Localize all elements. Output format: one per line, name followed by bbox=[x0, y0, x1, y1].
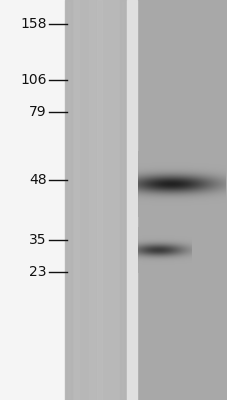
Text: 23: 23 bbox=[29, 265, 47, 279]
Bar bbox=[112, 0, 117, 400]
Bar bbox=[104, 0, 110, 400]
Bar bbox=[119, 0, 125, 400]
Text: 35: 35 bbox=[29, 233, 47, 247]
Bar bbox=[126, 0, 136, 400]
Text: 106: 106 bbox=[20, 73, 47, 87]
Bar bbox=[66, 0, 71, 400]
Text: 158: 158 bbox=[20, 17, 47, 31]
Bar bbox=[136, 0, 227, 400]
Text: 79: 79 bbox=[29, 105, 47, 119]
Bar bbox=[0, 0, 65, 400]
Bar bbox=[89, 0, 94, 400]
Bar bbox=[65, 0, 126, 400]
Bar bbox=[96, 0, 102, 400]
Bar bbox=[74, 0, 79, 400]
Text: 48: 48 bbox=[29, 173, 47, 187]
Bar bbox=[81, 0, 86, 400]
